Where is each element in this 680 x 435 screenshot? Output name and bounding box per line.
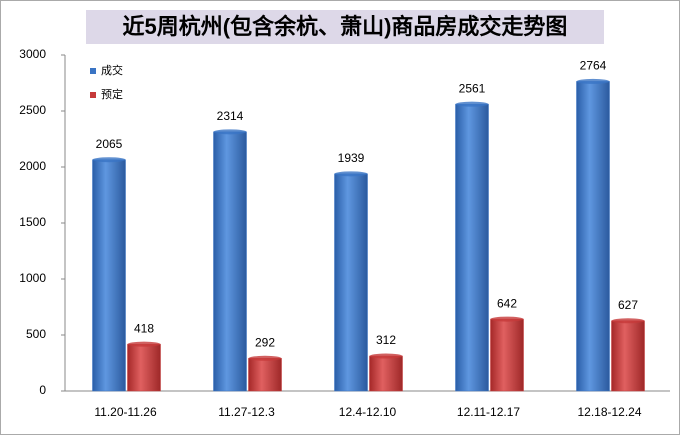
bar-cap bbox=[611, 318, 645, 324]
bar bbox=[455, 103, 489, 392]
bar-cap bbox=[455, 101, 489, 107]
data-label: 292 bbox=[255, 335, 275, 349]
x-tick-label: 12.18-12.24 bbox=[577, 405, 641, 419]
data-label: 627 bbox=[618, 298, 638, 312]
bar bbox=[334, 173, 368, 392]
bar-cap bbox=[490, 316, 524, 322]
data-label: 2764 bbox=[580, 59, 607, 73]
bar bbox=[213, 131, 247, 392]
data-label: 1939 bbox=[338, 151, 365, 165]
data-label: 418 bbox=[134, 321, 154, 335]
legend-swatch bbox=[90, 68, 96, 74]
bar-cap bbox=[213, 129, 247, 135]
bar-cap bbox=[248, 355, 282, 361]
chart-title: 近5周杭州(包含余杭、萧山)商品房成交走势图 bbox=[123, 14, 568, 39]
y-tick-label: 3000 bbox=[19, 47, 46, 61]
legend-label: 成交 bbox=[101, 63, 123, 77]
legend-label: 预定 bbox=[101, 87, 123, 101]
y-tick-label: 2000 bbox=[19, 159, 46, 173]
bar bbox=[127, 343, 161, 392]
x-tick-label: 12.11-12.17 bbox=[457, 405, 520, 419]
title-box bbox=[86, 10, 604, 44]
y-tick-label: 0 bbox=[39, 383, 46, 397]
bar-cap bbox=[92, 157, 126, 163]
data-label: 2561 bbox=[459, 81, 486, 95]
y-tick-label: 2500 bbox=[19, 103, 46, 117]
bar bbox=[576, 81, 610, 392]
bar bbox=[92, 159, 126, 392]
x-tick-label: 12.4-12.10 bbox=[339, 405, 397, 419]
y-tick-label: 500 bbox=[26, 327, 46, 341]
bar-cap bbox=[576, 78, 610, 84]
bar-cap bbox=[334, 171, 368, 177]
bar bbox=[490, 318, 524, 392]
bar bbox=[248, 358, 282, 392]
x-tick-label: 11.20-11.26 bbox=[94, 405, 157, 419]
legend-swatch bbox=[90, 92, 96, 98]
bar bbox=[611, 320, 645, 392]
bar-cap bbox=[127, 341, 161, 347]
data-label: 2314 bbox=[217, 109, 244, 123]
y-tick-label: 1500 bbox=[19, 215, 46, 229]
y-tick-label: 1000 bbox=[19, 271, 46, 285]
x-tick-label: 11.27-12.3 bbox=[218, 405, 275, 419]
data-label: 642 bbox=[497, 296, 517, 310]
data-label: 2065 bbox=[96, 137, 123, 151]
data-label: 312 bbox=[376, 333, 396, 347]
bar bbox=[369, 355, 403, 392]
bar-cap bbox=[369, 353, 403, 359]
